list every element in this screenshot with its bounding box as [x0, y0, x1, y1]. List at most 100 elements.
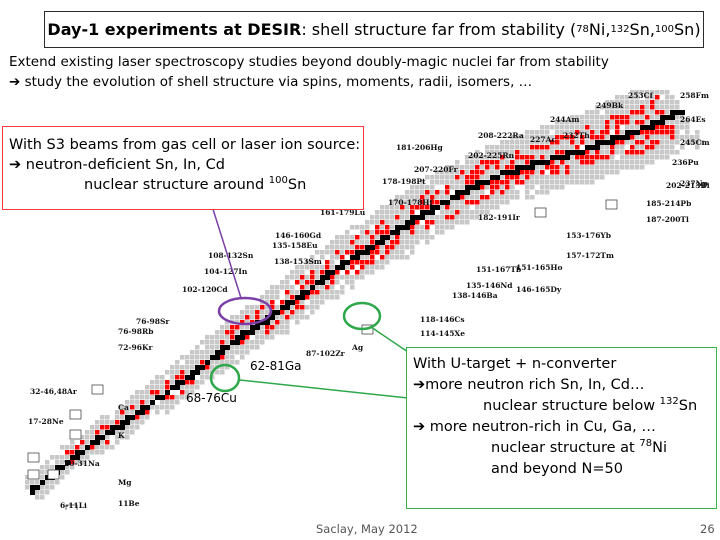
- title-sep-1: ,: [605, 20, 611, 39]
- s3-callout: With S3 beams from gas cell or laser ion…: [2, 126, 364, 210]
- element-label: 135-146Nd: [466, 281, 513, 290]
- element-label: 264Es: [680, 115, 706, 124]
- stability-line: [30, 110, 685, 495]
- element-label: 244Am: [550, 115, 579, 124]
- element-label: 237Np: [680, 179, 708, 188]
- pointer-line-right-bottom: [239, 379, 409, 399]
- title-sep-2: ,: [649, 20, 655, 39]
- pointer-line-left: [211, 205, 242, 299]
- element-label: 151-165Ho: [516, 263, 563, 272]
- page-number: 26: [700, 522, 715, 536]
- title-sym-2: Sn: [629, 20, 650, 39]
- element-label: 207-220Fr: [414, 165, 459, 174]
- element-label: 202-225Rn: [468, 151, 515, 160]
- title-sym-1: Ni: [588, 20, 606, 39]
- s3-line-3-sym: Sn: [287, 177, 307, 193]
- element-label: 236Pu: [672, 158, 699, 167]
- u-line-5-pre: nuclear structure at: [491, 440, 640, 456]
- u-line-3: nuclear structure below 132Sn: [413, 396, 710, 417]
- element-label: 11Be: [118, 499, 140, 508]
- element-label: 245Cm: [680, 138, 710, 147]
- element-label: 185-214Pb: [646, 199, 691, 208]
- element-label: 146-160Gd: [275, 231, 322, 240]
- element-label: 72-96Kr: [118, 343, 154, 352]
- sn132-region-ellipse: [342, 301, 382, 331]
- element-label: 202-213Bi: [666, 181, 710, 190]
- element-label: 157-172Tm: [566, 251, 614, 260]
- u-line-2: ➔more neutron rich Sn, In, Cd…: [413, 375, 710, 396]
- element-label: Mg: [118, 478, 132, 487]
- slide-title: Day-1 experiments at DESIR : shell struc…: [44, 11, 704, 48]
- u-line-3-pre: nuclear structure below: [483, 398, 660, 414]
- element-label: 138-146Ba: [452, 291, 498, 300]
- intro-line-1: Extend existing laser spectroscopy studi…: [9, 54, 609, 70]
- element-label: 187-200Tl: [646, 215, 689, 224]
- element-label: 182-191Ir: [478, 213, 521, 222]
- s3-line-3-mass: 100: [268, 175, 288, 187]
- element-label: 151-167Tb: [476, 265, 521, 274]
- u-target-callout: With U-target + n-converter ➔more neutro…: [406, 347, 717, 509]
- u-line-4: ➔ more neutron-rich in Cu, Ga, …: [413, 417, 710, 438]
- u-line-2-text: more neutron rich Sn, In, Cd…: [425, 377, 645, 393]
- element-label: 138-153Sm: [274, 257, 322, 266]
- intro-line-2-text: study the evolution of shell structure v…: [20, 74, 533, 90]
- element-label: 232Th: [563, 131, 590, 140]
- element-label: 32-46,48Ar: [30, 387, 78, 396]
- element-label: 17-28Ne: [28, 417, 64, 426]
- s3-line-2: ➔ neutron-deficient Sn, In, Cd: [9, 155, 357, 175]
- element-label: 249Bk: [596, 101, 624, 110]
- u-line-5-mass: 78: [639, 438, 653, 450]
- element-label: 76-98Rb: [118, 327, 153, 336]
- intro-line-2: ➔ study the evolution of shell structure…: [9, 72, 709, 92]
- intro-text: Extend existing laser spectroscopy studi…: [9, 52, 709, 92]
- element-label: 6-11Li: [60, 501, 87, 510]
- element-label: 181-206Hg: [396, 143, 444, 152]
- u-line-3-sym: Sn: [678, 398, 698, 414]
- element-label: 104-127In: [204, 267, 248, 276]
- u-line-4-text: more neutron-rich in Cu, Ga, …: [425, 419, 656, 435]
- element-label: 108-132Sn: [208, 251, 254, 260]
- nuclide-chart: 249Bk 253Cf 258Fm 244Am 264Es 208-222Ra 227Ac 2…: [25, 90, 710, 510]
- u-line-5: nuclear structure at 78Ni: [413, 438, 710, 459]
- element-label: 118-146Cs: [420, 315, 465, 324]
- element-labels: 249Bk 253Cf 258Fm 244Am 264Es 208-222Ra 227Ac 2…: [28, 91, 710, 510]
- cu-range-label: 68-76Cu: [186, 391, 237, 405]
- ga-range-label: 62-81Ga: [250, 359, 302, 373]
- element-label: 170-178Hf: [388, 198, 434, 207]
- element-label: K: [118, 431, 125, 440]
- element-label: 135-158Eu: [272, 241, 318, 250]
- u-line-1: With U-target + n-converter: [413, 356, 617, 372]
- element-label: 20-31Na: [64, 459, 100, 468]
- u-line-3-mass: 132: [659, 396, 679, 408]
- arrow-icon: ➔: [413, 377, 426, 393]
- element-label: 76-98Sr: [136, 317, 170, 326]
- s3-line-3-pre: nuclear structure around: [84, 177, 269, 193]
- element-label: Ag: [351, 343, 364, 352]
- element-label: 208-222Ra: [478, 131, 524, 140]
- arrow-icon: ➔: [9, 157, 22, 173]
- arrow-icon: ➔: [413, 419, 426, 435]
- sn100-region-ellipse: [217, 296, 273, 326]
- element-label: 227Ac: [530, 135, 556, 144]
- pointer-line-right-top: [370, 326, 409, 353]
- title-bold: Day-1 experiments at DESIR: [47, 20, 302, 39]
- element-label: Ca: [118, 403, 129, 412]
- element-label: 87-102Zr: [306, 349, 346, 358]
- u-line-6: and beyond N=50: [491, 461, 623, 477]
- element-label: 153-176Yb: [566, 231, 611, 240]
- s3-line-3: nuclear structure around 100Sn: [9, 175, 357, 195]
- ni78-region-ellipse: [209, 363, 241, 393]
- title-sym-3: Sn: [674, 20, 695, 39]
- element-label: 258Fm: [680, 91, 709, 100]
- element-label: 114-145Xe: [420, 329, 465, 338]
- u-line-5-sym: Ni: [652, 440, 667, 456]
- s3-line-2-text: neutron-deficient Sn, In, Cd: [21, 157, 225, 173]
- element-label: 253Cf: [628, 91, 654, 100]
- element-label: 178-198Pt: [382, 177, 426, 186]
- arrow-icon: ➔: [9, 74, 21, 90]
- footer-venue: Saclay, May 2012: [316, 522, 418, 536]
- title-rest: : shell structure far from stability (: [301, 20, 577, 39]
- element-label: 102-120Cd: [182, 285, 228, 294]
- element-label: 146-165Dy: [516, 285, 562, 294]
- s3-line-1: With S3 beams from gas cell or laser ion…: [9, 137, 361, 153]
